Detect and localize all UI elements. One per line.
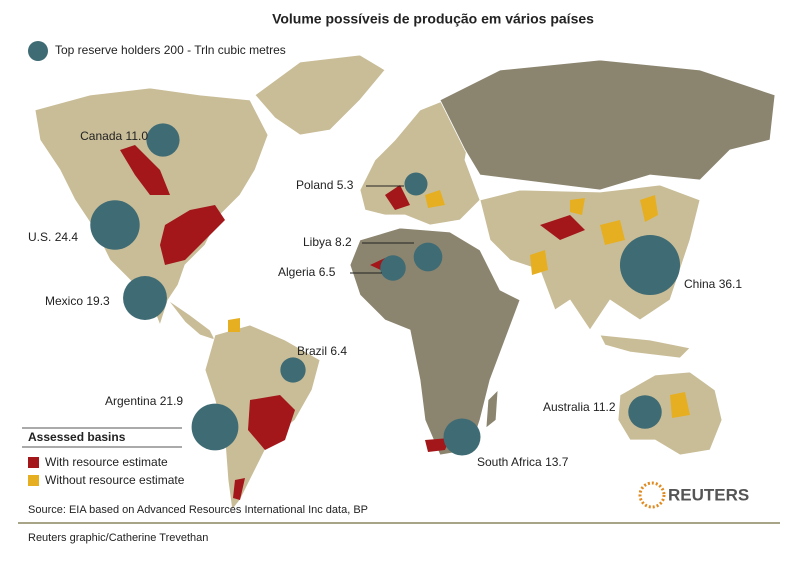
country-name: Canada [80,129,122,143]
reserve-value: 11.2 [593,400,616,414]
marker-label: Canada 11.0 [80,129,148,143]
reserve-bubble [146,123,180,157]
source: Source: EIA based on Advanced Resources … [28,504,368,516]
reserve-bubble [191,403,239,451]
legend-label: Top reserve holders 200 - Trln cubic met… [55,43,286,57]
country-name: Brazil [297,344,327,358]
country-name: South Africa [477,455,542,469]
reserve-bubble [619,234,681,296]
country-name: China [684,277,716,291]
reserve-value: 6.5 [319,265,336,279]
reserve-bubble [280,357,306,383]
reserve-value: 6.4 [330,344,347,358]
reserve-bubble [404,172,428,196]
country-name: U.S. [28,230,51,244]
reserve-bubble [443,418,481,456]
reserve-bubble [123,276,167,320]
reserve-bubble [628,395,662,429]
reserve-markers: Canada 11.0 U.S. 24.4 Mexico 19.3 Poland 5.… [28,123,742,469]
reserve-bubble [90,200,140,250]
reserve-bubble [380,255,406,281]
marker-label: China 36.1 [684,277,742,291]
marker-label: South Africa 13.7 [477,455,569,469]
reserve-value: 24.4 [55,230,79,244]
logo: REUTERS [668,485,749,504]
country-name: Poland [296,178,333,192]
reserve-bubble [413,242,443,272]
country-name: Australia [543,400,590,414]
basins-legend-item: Without resource estimate [45,473,185,487]
marker-label: Argentina 21.9 [105,394,183,408]
reserve-value: 11.0 [126,129,149,143]
country-name: Libya [303,235,332,249]
country-name: Mexico [45,294,83,308]
reserve-value: 36.1 [719,277,743,291]
basins-legend-title: Assessed basins [28,430,126,444]
title: Volume possíveis de produção em vários p… [272,11,594,27]
credit: Reuters graphic/Catherine Trevethan [28,532,208,544]
reserve-value: 8.2 [335,235,352,249]
reserve-value: 19.3 [86,294,110,308]
reserve-value: 13.7 [545,455,569,469]
basins-legend-item: With resource estimate [45,455,168,469]
marker-label: Australia 11.2 [543,400,616,414]
country-name: Argentina [105,394,157,408]
marker-label: Mexico 19.3 [45,294,110,308]
legend-bubble [28,41,48,61]
reserve-value: 21.9 [160,394,184,408]
marker-label: Algeria 6.5 [278,265,336,279]
reserve-value: 5.3 [337,178,354,192]
marker-label: U.S. 24.4 [28,230,78,244]
marker-label: Poland 5.3 [296,178,354,192]
marker-label: Brazil 6.4 [297,344,347,358]
swatch-red [28,457,39,468]
marker-label: Libya 8.2 [303,235,352,249]
logo-mark [638,481,666,509]
swatch-yellow [28,475,39,486]
country-name: Algeria [278,265,316,279]
